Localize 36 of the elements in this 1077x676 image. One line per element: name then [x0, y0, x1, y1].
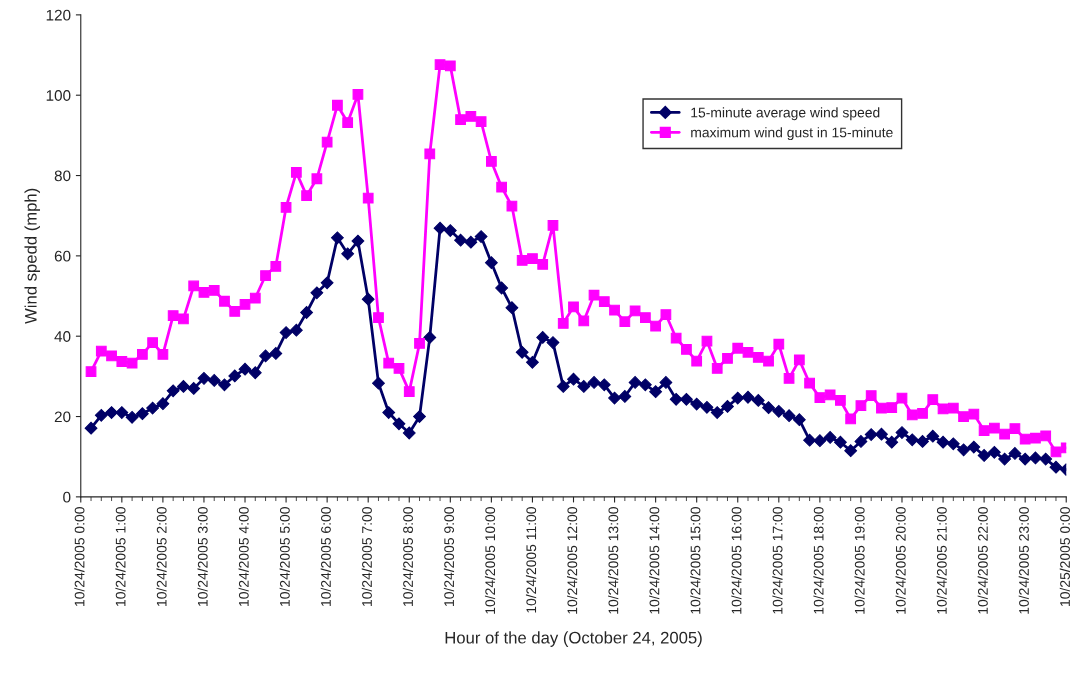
x-axis-title: Hour of the day (October 24, 2005) [445, 631, 702, 647]
y-tick-label: 120 [46, 9, 71, 21]
legend-label: maximum wind gust in 15-minute [691, 127, 893, 141]
y-tick-label: 20 [54, 411, 71, 423]
x-tick-label: 10/24/2005 19:00 [854, 507, 865, 614]
y-tick-label: 80 [54, 170, 71, 182]
x-tick-label: 10/24/2005 16:00 [731, 507, 742, 614]
x-tick-label: 10/24/2005 0:00 [74, 507, 85, 606]
x-tick-label: 10/24/2005 17:00 [772, 507, 783, 614]
x-tick-label: 10/24/2005 1:00 [115, 507, 126, 606]
x-tick-label: 10/24/2005 21:00 [936, 507, 947, 614]
legend-label: 15-minute average wind speed [691, 107, 880, 121]
x-tick-label: 10/24/2005 3:00 [197, 507, 208, 606]
y-axis-title: Wind spedd (mph) [24, 188, 41, 324]
y-tick-label: 60 [54, 250, 71, 262]
x-tick-label: 10/24/2005 12:00 [567, 507, 578, 614]
x-tick-label: 10/24/2005 18:00 [813, 507, 824, 614]
x-tick-label: 10/24/2005 15:00 [690, 507, 701, 614]
x-tick-label: 10/24/2005 4:00 [238, 507, 249, 606]
y-tick-label: 40 [54, 331, 71, 342]
x-tick-label: 10/24/2005 20:00 [895, 507, 906, 614]
x-tick-label: 10/25/2005 0:00 [1059, 507, 1070, 606]
x-tick-label: 10/24/2005 10:00 [484, 507, 496, 614]
x-tick-label: 10/24/2005 6:00 [320, 507, 331, 606]
x-tick-label: 10/24/2005 22:00 [977, 507, 988, 614]
y-tick-label: 0 [63, 491, 71, 503]
x-tick-label: 10/24/2005 13:00 [608, 507, 619, 614]
x-tick-label: 10/24/2005 7:00 [361, 507, 372, 606]
x-tick-label: 10/24/2005 5:00 [279, 507, 290, 606]
x-tick-label: 10/24/2005 14:00 [649, 507, 660, 614]
x-tick-label: 10/24/2005 11:00 [525, 507, 537, 613]
x-tick-label: 10/24/2005 2:00 [156, 507, 167, 606]
x-tick-label: 10/24/2005 23:00 [1018, 507, 1029, 614]
x-tick-label: 10/24/2005 8:00 [402, 507, 413, 606]
y-tick-label: 100 [46, 90, 71, 101]
x-tick-label: 10/24/2005 9:00 [443, 507, 455, 606]
